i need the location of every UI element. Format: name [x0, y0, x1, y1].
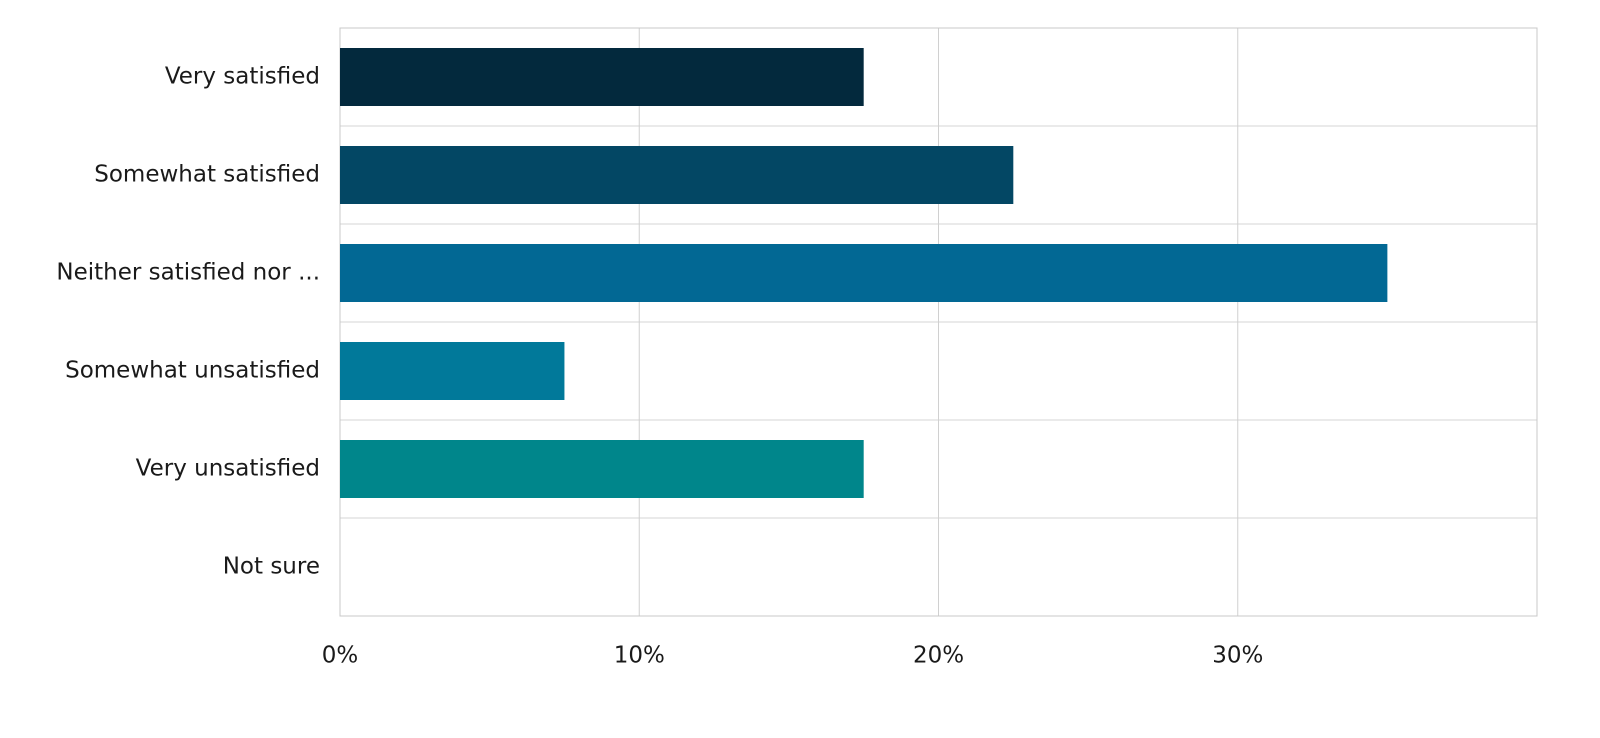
y-tick-label: Somewhat satisfied [94, 162, 320, 188]
bar [340, 342, 565, 400]
y-tick-label: Neither satisfied nor ... [56, 260, 320, 286]
bar [340, 440, 864, 498]
y-tick-label: Not sure [223, 554, 320, 580]
y-tick-label: Very unsatisfied [136, 456, 320, 482]
bar [340, 146, 1014, 204]
y-tick-label: Somewhat unsatisfied [65, 358, 320, 384]
bar [340, 48, 864, 106]
bar [340, 244, 1388, 302]
y-tick-label: Very satisfied [165, 64, 320, 90]
x-tick-label: 20% [913, 643, 964, 669]
x-tick-label: 10% [614, 643, 665, 669]
plot-border [339, 27, 1538, 617]
x-tick-label: 0% [322, 643, 359, 669]
x-tick-label: 30% [1212, 643, 1263, 669]
